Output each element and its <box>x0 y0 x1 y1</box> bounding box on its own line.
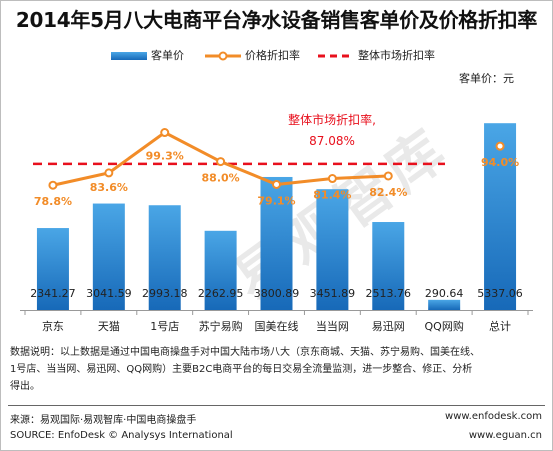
source-cn: 来源：易观国际·易观智库·中国电商操盘手 <box>10 415 197 426</box>
legend-dashed-swatch <box>318 49 354 63</box>
legend-dashed-label: 整体市场折扣率 <box>358 49 435 62</box>
bar-0 <box>36 228 69 310</box>
discount-label-6: 82.4% <box>369 186 407 199</box>
discount-label-2: 99.3% <box>146 150 184 163</box>
category-label-2: 1号店 <box>150 319 179 333</box>
discount-label-0: 78.8% <box>34 195 72 208</box>
chart-plot: 2341.27 3041.59 2993.18 2262.95 3800.89 3451.… <box>20 112 533 333</box>
bar-6 <box>372 222 405 310</box>
discount-marker-1 <box>104 168 114 178</box>
bar-5 <box>316 189 349 310</box>
note-line-1: 数据说明：以上数据是通过中国电商操盘手对中国大陆市场八大（京东商城、天猫、苏宁易… <box>10 347 480 358</box>
discount-marker-3 <box>216 157 226 167</box>
annotation-line-2: 87.08% <box>309 134 355 148</box>
bar-7 <box>428 299 461 310</box>
discount-marker-4 <box>272 179 281 189</box>
category-label-4: 国美在线 <box>255 319 299 333</box>
legend-item-line: 价格折扣率 <box>205 49 300 63</box>
bar-value-label-5: 3451.89 <box>310 287 356 300</box>
discount-marker-2 <box>160 128 170 138</box>
bar-value-label-1: 3041.59 <box>86 287 132 300</box>
bar-8 <box>484 123 517 310</box>
footer-divider <box>8 405 545 406</box>
category-label-3: 苏宁易购 <box>199 319 243 333</box>
legend-bar-swatch <box>111 52 147 60</box>
legend-bar-label: 客单价 <box>151 49 184 62</box>
source-url-2: www.eguan.cn <box>468 430 542 441</box>
legend-line-swatch <box>205 49 241 63</box>
discount-label-3: 88.0% <box>202 172 240 185</box>
discount-label-4: 79.1% <box>257 194 295 207</box>
category-label-1: 天猫 <box>98 320 120 333</box>
bar-value-label-6: 2513.76 <box>366 287 412 300</box>
source-en: SOURCE: EnfoDesk © Analysys Internationa… <box>10 430 233 441</box>
category-label-0: 京东 <box>42 319 64 333</box>
bar-value-label-0: 2341.27 <box>30 287 76 300</box>
chart-title: 2014年5月八大电商平台净水设备销售客单价及价格折扣率 <box>15 8 538 32</box>
unit-label: 客单价：元 <box>459 72 514 85</box>
note-line-2: 1号店、当当网、易迅网、QQ网购）主要B2C电商平台的每日交易全流量监测，进一步… <box>10 364 473 375</box>
discount-label-8: 94.0% <box>481 156 519 169</box>
bar-value-label-4: 3800.89 <box>254 287 300 300</box>
data-note: 数据说明：以上数据是通过中国电商操盘手对中国大陆市场八大（京东商城、天猫、苏宁易… <box>10 344 530 395</box>
bar-value-label-2: 2993.18 <box>142 287 188 300</box>
discount-marker-0 <box>48 180 58 190</box>
category-label-7: QQ网购 <box>425 319 464 333</box>
bar-value-label-7: 290.64 <box>425 287 464 300</box>
source-url-1: www.enfodesk.com <box>445 411 542 422</box>
discount-label-5: 81.4% <box>313 189 351 202</box>
category-label-8: 总计 <box>489 319 511 333</box>
bar-value-label-8: 5337.06 <box>477 287 523 300</box>
legend-item-dashed: 整体市场折扣率 <box>318 49 435 63</box>
bar-3 <box>204 230 237 310</box>
discount-marker-5 <box>327 174 337 184</box>
discount-marker-8 <box>495 141 505 151</box>
bar-4 <box>260 176 293 310</box>
legend: 客单价 价格折扣率 整体市场折扣率 <box>0 49 553 65</box>
bar-1 <box>92 203 125 310</box>
category-label-6: 易迅网 <box>372 320 405 333</box>
legend-line-label: 价格折扣率 <box>245 49 300 62</box>
note-line-3: 得出。 <box>10 381 40 392</box>
discount-label-1: 83.6% <box>90 181 128 194</box>
bar-value-label-3: 2262.95 <box>198 287 244 300</box>
bar-2 <box>148 205 181 310</box>
discount-marker-6 <box>383 171 393 181</box>
annotation-line-1: 整体市场折扣率, <box>288 112 376 127</box>
legend-item-bar: 客单价 <box>111 49 184 63</box>
category-label-5: 当当网 <box>316 319 349 333</box>
